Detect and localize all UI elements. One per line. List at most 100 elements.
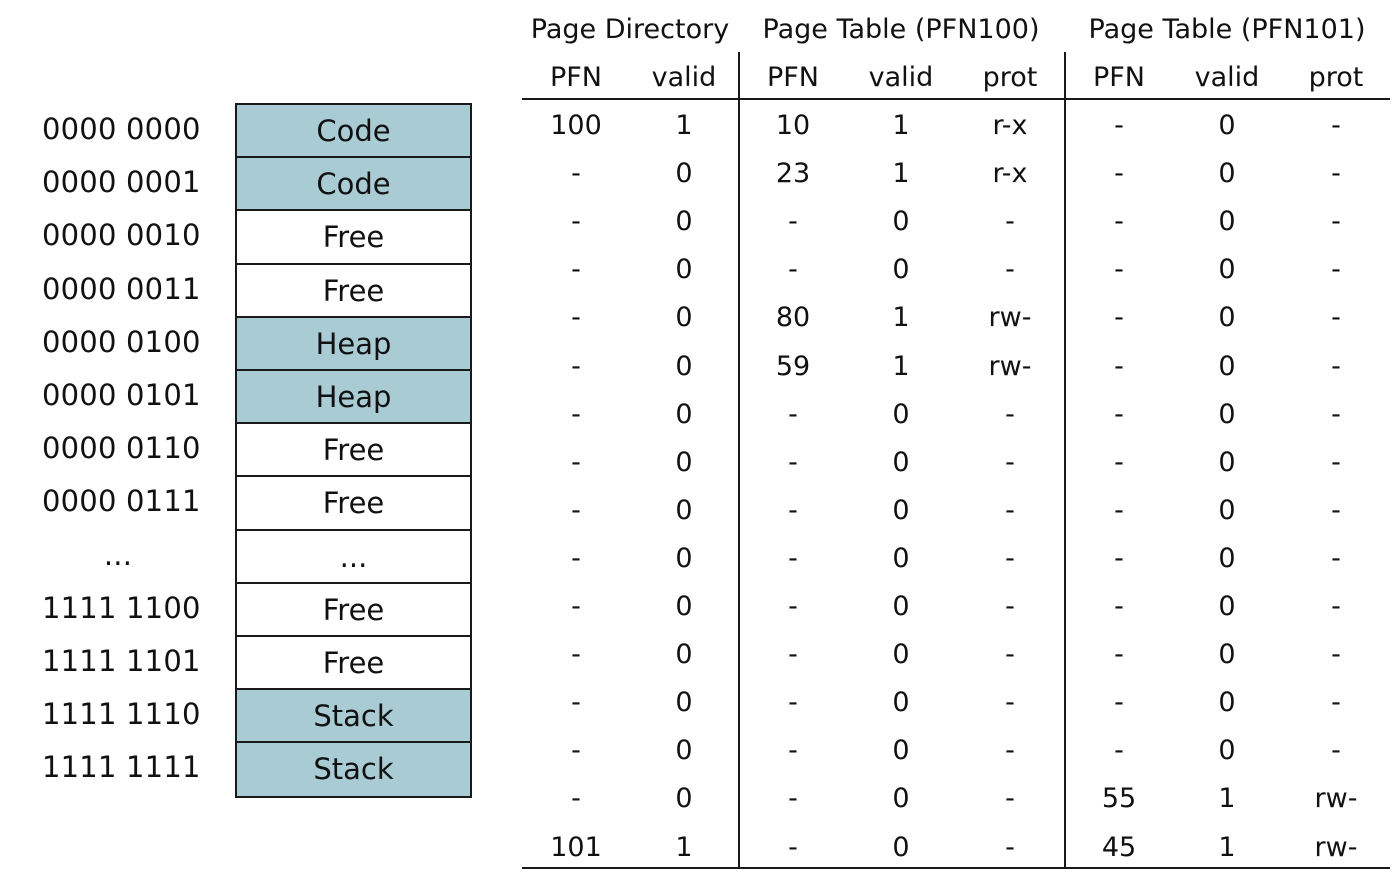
pt100-valid-cell: 0 <box>892 687 910 719</box>
pt100-prot-cell: - <box>1005 591 1015 622</box>
pt100-pfn-cell: - <box>788 687 798 719</box>
pt100-pfn-cell: 59 <box>775 350 811 382</box>
divider-pt100-pt101 <box>1064 52 1066 868</box>
pt101-prot-cell: - <box>1331 542 1341 574</box>
pt100-prot-cell: - <box>1005 687 1015 719</box>
pt100-prot-cell: rw- <box>988 350 1032 382</box>
pt100-valid-header: valid <box>868 62 934 93</box>
pt100-valid-cell: 0 <box>892 254 910 286</box>
pd-valid-cell: 0 <box>675 446 693 478</box>
pt100-valid-cell: 0 <box>892 206 910 238</box>
address-column: 0000 0000 0000 0001 0000 0010 0000 0011 0000… <box>0 103 236 794</box>
pt100-valid-cell: 0 <box>892 639 910 671</box>
table-row: - 0 59 1 rw- - 0 - <box>522 343 1390 391</box>
pt100-valid-cell: 1 <box>892 302 910 334</box>
pt101-pfn-cell: - <box>1114 494 1124 526</box>
pt100-pfn-cell: 23 <box>775 158 811 190</box>
table-row: - 0 - 0 - - 0 - <box>522 391 1390 439</box>
memory-block: Heap <box>237 370 470 425</box>
pt100-pfn-cell: - <box>788 446 798 478</box>
pd-pfn-cell: - <box>571 783 581 815</box>
table-row: - 0 - 0 - - 0 - <box>522 727 1390 775</box>
address-label: 0000 0011 <box>42 271 201 306</box>
pd-pfn-cell: - <box>571 446 581 478</box>
memory-block: Free <box>237 477 470 531</box>
address-label: 1111 1101 <box>42 643 201 678</box>
pt101-prot-cell: rw- <box>1314 783 1358 815</box>
pd-valid-cell: 0 <box>675 687 693 719</box>
page-table-pfn100-title: Page Table (PFN100) <box>762 14 1040 45</box>
pd-valid-cell: 1 <box>675 831 693 863</box>
pt101-pfn-cell: - <box>1114 302 1124 334</box>
pt101-prot-cell: - <box>1331 206 1341 238</box>
pt101-prot-cell: - <box>1331 735 1341 767</box>
pt101-valid-cell: 0 <box>1218 542 1236 574</box>
pt100-prot-cell: - <box>1005 639 1015 671</box>
pt101-prot-cell: - <box>1331 398 1341 430</box>
pd-pfn-cell: 100 <box>550 110 602 141</box>
pt100-prot-cell: - <box>1005 254 1015 286</box>
pt101-valid-cell: 0 <box>1218 254 1236 286</box>
pd-pfn-cell: 101 <box>550 831 602 863</box>
pt101-prot-cell: - <box>1331 302 1341 334</box>
page-directory-title: Page Directory <box>530 14 730 45</box>
pt101-pfn-cell: 45 <box>1101 831 1137 863</box>
pt101-pfn-cell: - <box>1114 254 1124 286</box>
pt100-pfn-cell: - <box>788 831 798 863</box>
pt100-valid-cell: 1 <box>892 110 910 141</box>
pt100-prot-cell: r-x <box>992 158 1028 190</box>
memory-block: Free <box>237 424 470 478</box>
pt100-pfn-cell: - <box>788 783 798 815</box>
pt101-valid-cell: 0 <box>1218 687 1236 719</box>
memory-block: Stack <box>237 690 470 744</box>
page-table-pfn101-title: Page Table (PFN101) <box>1088 14 1366 45</box>
pt100-pfn-cell: - <box>788 254 798 286</box>
address-label: ... <box>103 537 133 572</box>
pt101-valid-cell: 0 <box>1218 302 1236 334</box>
pt101-valid-cell: 0 <box>1218 398 1236 430</box>
pd-valid-cell: 0 <box>675 302 693 334</box>
pt101-prot-cell: - <box>1331 687 1341 719</box>
memory-block: Free <box>237 264 470 318</box>
pt101-prot-cell: rw- <box>1314 831 1358 863</box>
pt101-pfn-header: PFN <box>1092 62 1145 93</box>
pt100-pfn-cell: - <box>788 591 798 622</box>
pd-pfn-cell: - <box>571 254 581 286</box>
table-row: - 0 - 0 - - 0 - <box>522 631 1390 679</box>
pd-pfn-cell: - <box>571 398 581 430</box>
pt101-valid-cell: 0 <box>1218 158 1236 190</box>
pt100-pfn-cell: - <box>788 735 798 767</box>
memory-block: Free <box>237 636 470 691</box>
pt101-pfn-cell: - <box>1114 350 1124 382</box>
pt100-prot-cell: - <box>1005 542 1015 574</box>
memory-block: Heap <box>237 317 470 371</box>
virtual-memory-blocks: Code Code Free Free Heap Heap Free Free... Free F… <box>235 103 472 799</box>
pt100-pfn-cell: - <box>788 398 798 430</box>
pt100-prot-cell: - <box>1005 494 1015 526</box>
pt100-valid-cell: 1 <box>892 158 910 190</box>
pt101-pfn-cell: - <box>1114 735 1124 767</box>
pd-pfn-cell: - <box>571 591 581 622</box>
pt100-valid-cell: 0 <box>892 783 910 815</box>
pt101-pfn-cell: - <box>1114 446 1124 478</box>
pt100-pfn-cell: - <box>788 206 798 238</box>
memory-block: Free <box>237 211 470 265</box>
address-label: 1111 1111 <box>42 750 201 785</box>
memory-block: ... <box>237 530 470 584</box>
divider-pd-pt100 <box>738 52 740 868</box>
table-row: - 0 23 1 r-x - 0 - <box>522 150 1390 198</box>
pt101-pfn-cell: - <box>1114 158 1124 190</box>
pt100-prot-cell: - <box>1005 831 1015 863</box>
pd-pfn-header: PFN <box>549 62 602 93</box>
pd-pfn-cell: - <box>571 158 581 190</box>
pt101-valid-cell: 0 <box>1218 591 1236 622</box>
pt100-prot-cell: - <box>1005 446 1015 478</box>
pt100-prot-cell: - <box>1005 206 1015 238</box>
pd-valid-cell: 1 <box>675 110 693 141</box>
pt101-valid-cell: 0 <box>1218 446 1236 478</box>
pd-pfn-cell: - <box>571 735 581 767</box>
pt101-prot-cell: - <box>1331 110 1341 141</box>
pt101-pfn-cell: - <box>1114 110 1124 141</box>
table-row: 101 1 - 0 - 45 1 rw- <box>522 824 1390 872</box>
pt100-valid-cell: 0 <box>892 494 910 526</box>
